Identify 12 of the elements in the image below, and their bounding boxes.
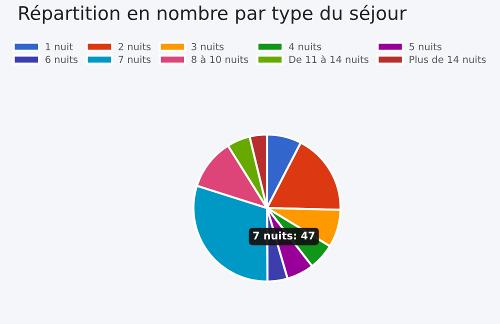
legend-label: 1 nuit — [46, 42, 73, 50]
legend-label: 7 nuits — [118, 56, 151, 64]
legend-label: 6 nuits — [46, 56, 78, 64]
chart-title: Répartition en nombre par type du séjour — [19, 4, 407, 24]
legend-label: 2 nuits — [118, 42, 151, 50]
text: 7 nuits: 47 — [253, 231, 314, 240]
legend-label: De 11 à 14 nuits — [289, 55, 368, 64]
legend-label: 3 nuits — [192, 42, 224, 50]
legend-label: Plus de 14 nuits — [410, 56, 486, 64]
legend-label: 4 nuits — [288, 42, 322, 50]
legend-label: 5 nuits — [410, 42, 442, 50]
legend-label: 8 à 10 nuits — [192, 55, 248, 64]
